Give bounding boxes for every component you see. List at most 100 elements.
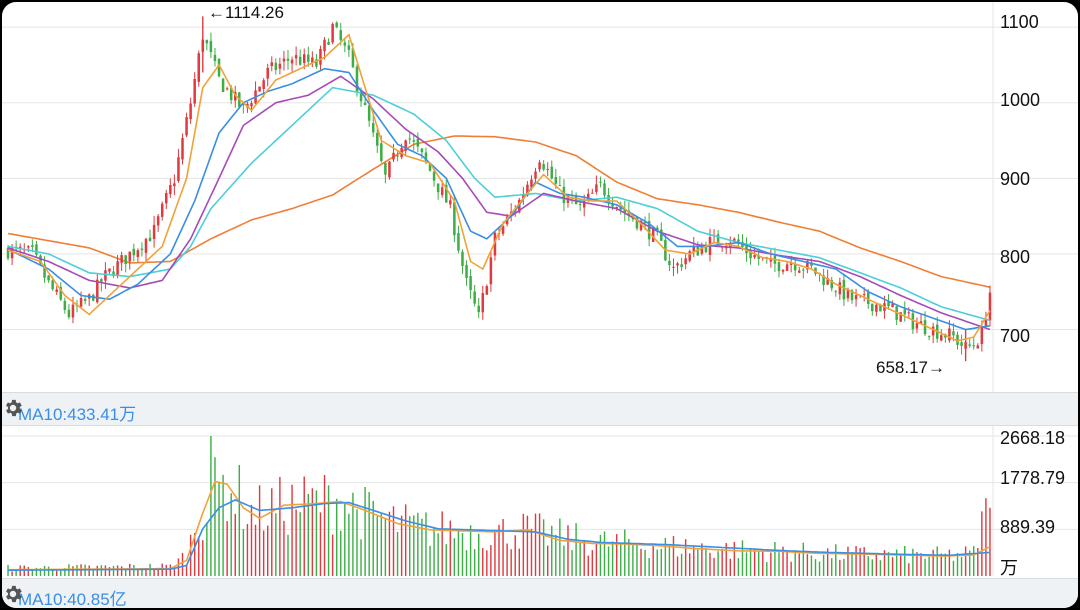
candle-body	[891, 303, 894, 308]
price-tick-700: 700	[1000, 326, 1030, 346]
volume-bar	[940, 553, 942, 576]
candle-body	[940, 335, 943, 341]
candle-body	[789, 263, 793, 265]
candle-body	[160, 203, 164, 217]
volume-bar	[514, 535, 516, 576]
candle-body	[100, 279, 103, 283]
candle-body	[915, 323, 919, 329]
candle-body	[63, 300, 67, 310]
candle-body	[960, 342, 963, 347]
volume-bar	[344, 503, 346, 576]
volume-bar	[538, 513, 541, 576]
candle-body	[757, 255, 760, 259]
volume-bar	[335, 498, 338, 576]
candle-body	[461, 251, 464, 266]
volume-bar	[112, 565, 115, 576]
volume-bar	[376, 516, 378, 576]
high-annotation: ←1114.26	[208, 3, 284, 22]
volume-bar	[469, 525, 472, 576]
candle-body	[956, 334, 959, 345]
volume-bar	[798, 553, 800, 576]
volume-bar	[145, 569, 147, 576]
candle-body	[875, 304, 878, 312]
candle-body	[35, 244, 38, 255]
volume-bar	[246, 524, 249, 576]
volume-bar	[912, 548, 914, 576]
candle-body	[822, 275, 825, 285]
candle-body	[887, 301, 890, 307]
volume-bar	[88, 565, 90, 576]
candle-body	[879, 304, 882, 312]
gear-icon[interactable]	[2, 583, 24, 605]
candle-body	[988, 292, 992, 321]
candle-body	[931, 326, 935, 336]
candle-body	[173, 183, 176, 187]
gear-icon[interactable]	[2, 397, 24, 419]
candle-body	[384, 163, 387, 175]
candle-body	[128, 251, 132, 262]
volume-bar	[425, 512, 427, 576]
volume-bar	[433, 527, 435, 576]
volume-bar	[449, 520, 452, 576]
volume-bar	[384, 517, 387, 576]
candle-body	[481, 293, 485, 313]
volume-bar	[267, 525, 269, 576]
candle-body	[250, 103, 253, 107]
volume-bar	[510, 549, 512, 576]
volume-bar	[323, 475, 326, 576]
candle-body	[968, 344, 971, 346]
volume-bar	[185, 564, 188, 576]
volume-bar	[31, 570, 34, 576]
candle-body	[469, 276, 472, 291]
volume-bar	[275, 513, 277, 576]
candle-body	[798, 270, 801, 273]
price-tick-1100: 1100	[1000, 12, 1039, 32]
candle-body	[643, 222, 647, 224]
volume-bar	[741, 540, 744, 576]
candle-body	[793, 263, 797, 271]
volume-bar	[214, 457, 216, 576]
volume-bar	[583, 540, 585, 576]
candle-body	[972, 345, 975, 347]
volume-bar	[656, 549, 658, 576]
candle-body	[221, 78, 225, 93]
candle-body	[213, 54, 217, 62]
candle-body	[376, 132, 379, 146]
candle-body	[477, 305, 480, 313]
volume-bar	[271, 488, 273, 576]
volume-bar	[551, 525, 553, 576]
volume-bar	[684, 539, 687, 576]
volume-bar	[737, 558, 740, 576]
volume-bar	[705, 547, 707, 576]
candle-body	[473, 291, 476, 304]
candle-body	[546, 168, 549, 170]
candle-body	[591, 192, 594, 194]
volume-bar	[165, 564, 167, 576]
candle-body	[144, 238, 148, 253]
volume-bar	[717, 551, 719, 576]
candle-body	[485, 286, 489, 295]
candle-body	[493, 232, 497, 256]
candle-body	[449, 200, 452, 205]
volume-bar	[660, 548, 663, 576]
volume-bar	[989, 507, 991, 576]
candle-body	[181, 138, 184, 160]
candle-body	[108, 268, 111, 272]
volume-bar	[879, 560, 882, 576]
volume-bar	[782, 546, 784, 576]
volume-bar	[356, 509, 358, 576]
volume-bar	[924, 558, 926, 576]
candle-body	[465, 264, 468, 279]
volume-bar	[169, 564, 172, 576]
candle-body	[177, 157, 180, 182]
volume-bar	[506, 543, 508, 576]
volume-bar	[607, 546, 610, 576]
candle-body	[457, 233, 460, 251]
candle-body	[396, 155, 399, 157]
candle-body	[871, 303, 874, 312]
volume-bar	[242, 529, 245, 576]
volume-bar	[620, 543, 622, 576]
volume-bar	[774, 542, 776, 576]
